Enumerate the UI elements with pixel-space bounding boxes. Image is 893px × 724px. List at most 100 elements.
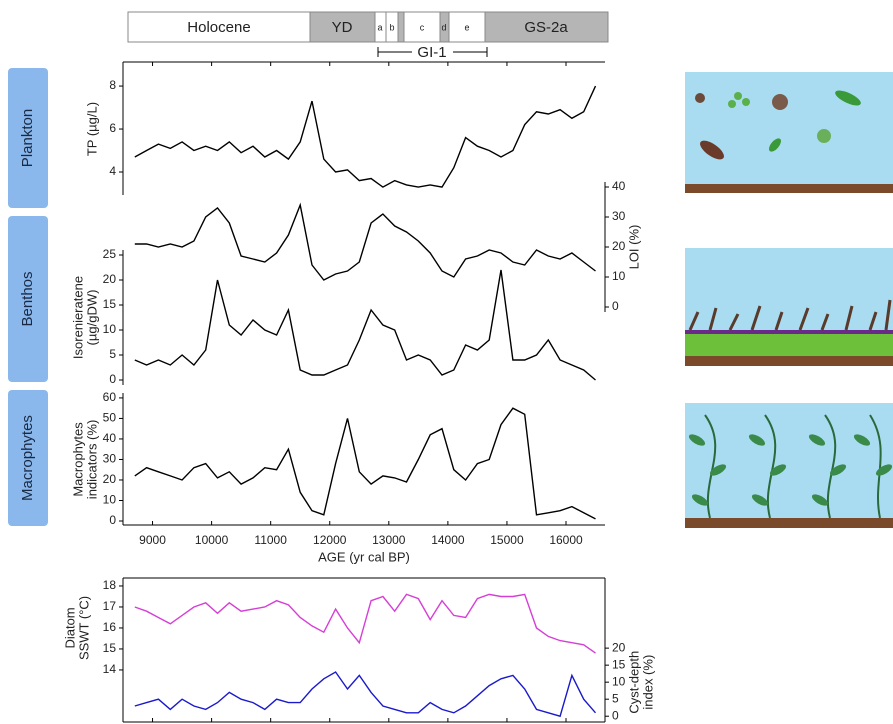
- y-axis-label: Macrophytes: [70, 422, 85, 497]
- data-line: [134, 671, 597, 718]
- plankton: [734, 92, 742, 100]
- benthos: [688, 299, 892, 331]
- y2-tick-label: 10: [612, 674, 626, 688]
- side-box: [8, 390, 48, 526]
- y-tick-label: 5: [109, 347, 116, 361]
- y2-tick-label: 10: [612, 269, 626, 283]
- x-tick-label: 12000: [313, 533, 347, 547]
- scene-sediment: [685, 518, 893, 528]
- y-axis-label: SSWT (°C): [76, 596, 91, 660]
- y-tick-label: 25: [103, 247, 117, 261]
- y2-tick-label: 30: [612, 209, 626, 223]
- stage-label: GS-2a: [524, 19, 568, 36]
- side-label: Benthos: [19, 271, 36, 326]
- scene-mat: [685, 334, 893, 356]
- y-tick-label: 4: [109, 164, 116, 178]
- x-tick-label: 16000: [549, 533, 583, 547]
- side-label: Plankton: [19, 109, 36, 167]
- y-axis-label: (µg/gDW): [84, 290, 99, 346]
- stage-label: a: [377, 22, 382, 32]
- y-tick-label: 0: [109, 372, 116, 386]
- plankton: [742, 98, 750, 106]
- data-line: [134, 269, 596, 381]
- y-tick-label: 18: [103, 578, 117, 592]
- illustrations: [685, 72, 893, 528]
- y2-tick-label: 0: [612, 708, 619, 722]
- x-axis-label: AGE (yr cal BP): [318, 549, 410, 564]
- y-tick-label: 15: [103, 297, 117, 311]
- y-tick-label: 16: [103, 620, 117, 634]
- plankton: [769, 138, 781, 152]
- plankton: [695, 93, 705, 103]
- stage-label: b: [389, 22, 394, 32]
- y-axis-label: indicators (%): [84, 420, 99, 499]
- y2-tick-label: 20: [612, 239, 626, 253]
- y-tick-label: 10: [103, 322, 117, 336]
- stage-label: Holocene: [187, 19, 250, 36]
- y2-tick-label: 15: [612, 657, 626, 671]
- y-tick-label: 10: [103, 493, 117, 507]
- data-line: [134, 593, 596, 654]
- y-tick-label: 20: [103, 472, 117, 486]
- plankton: [728, 100, 736, 108]
- side-box: [8, 216, 48, 382]
- stage-box: [127, 11, 311, 43]
- y2-tick-label: 0: [612, 299, 619, 313]
- scene-water: [685, 72, 893, 184]
- y-tick-label: 50: [103, 411, 117, 425]
- side-label: Macrophytes: [19, 415, 36, 501]
- stage-label: YD: [332, 19, 353, 36]
- stage-box: [484, 11, 609, 43]
- stage-box: [403, 11, 441, 43]
- y-tick-label: 17: [103, 599, 117, 613]
- y2-tick-label: 20: [612, 640, 626, 654]
- y-tick-label: 6: [109, 121, 116, 135]
- x-tick-label: 13000: [372, 533, 406, 547]
- plankton: [835, 90, 861, 106]
- y-tick-label: 0: [109, 513, 116, 527]
- plankton: [817, 129, 831, 143]
- y2-tick-label: 40: [612, 179, 626, 193]
- x-tick-label: 10000: [195, 533, 229, 547]
- y2-tick-label: 5: [612, 691, 619, 705]
- stage-label: d: [441, 22, 446, 32]
- stage-bar: Holocene YD a b c d e GS-2a GI-1: [127, 11, 609, 61]
- macrophyte: [704, 414, 882, 519]
- stage-box: [397, 11, 405, 43]
- y-axis-label: Isorenieratene: [70, 276, 85, 359]
- macrophyte-leaves: [688, 434, 893, 506]
- x-tick-label: 9000: [139, 533, 166, 547]
- y-tick-label: 60: [103, 390, 117, 404]
- x-tick-label: 15000: [490, 533, 524, 547]
- y2-axis-label: LOI (%): [626, 225, 641, 270]
- y-tick-label: 20: [103, 272, 117, 286]
- x-tick-label: 11000: [254, 533, 287, 547]
- y2-axis-label: Cyst-depth: [626, 651, 641, 714]
- side-labels: Plankton Benthos Macrophytes: [8, 68, 48, 526]
- scene-water: [685, 248, 893, 332]
- stage-label: c: [420, 22, 425, 32]
- y-tick-label: 14: [103, 662, 117, 676]
- plankton: [700, 140, 724, 160]
- data-line: [134, 202, 596, 281]
- stage-label: e: [464, 22, 469, 32]
- data-line: [134, 85, 597, 188]
- y-tick-label: 8: [109, 78, 116, 92]
- stage-box: [309, 11, 376, 43]
- y-axis-label: TP (µg/L): [84, 102, 99, 156]
- y-axis-label: Diatom: [62, 607, 77, 648]
- data-line: [134, 407, 596, 520]
- y-tick-label: 30: [103, 452, 117, 466]
- scene-water: [685, 403, 893, 518]
- x-tick-label: 14000: [431, 533, 465, 547]
- y-tick-label: 15: [103, 641, 117, 655]
- scene-sediment: [685, 356, 893, 366]
- plankton: [772, 94, 788, 110]
- y-tick-label: 40: [103, 431, 117, 445]
- scene-sediment: [685, 184, 893, 193]
- scene-film: [685, 330, 893, 334]
- interstadial-label: GI-1: [417, 44, 446, 61]
- side-box: [8, 68, 48, 208]
- y2-axis-label: index (%): [640, 655, 655, 710]
